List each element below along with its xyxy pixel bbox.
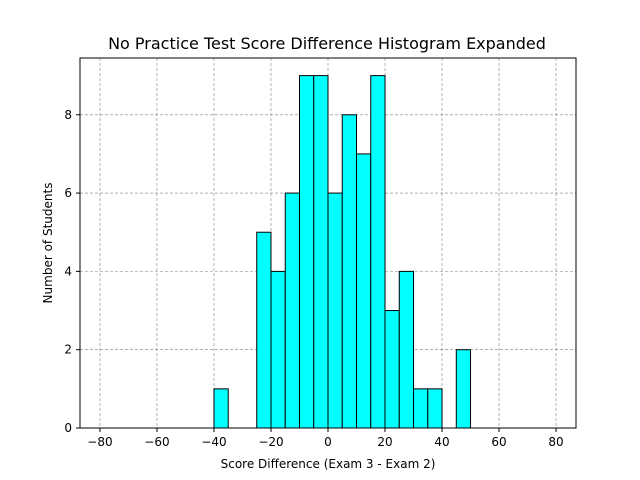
x-tick-label: 40: [434, 435, 449, 449]
histogram-bar: [455, 349, 472, 429]
x-tick-label: 20: [377, 435, 392, 449]
x-axis-label: Score Difference (Exam 3 - Exam 2): [221, 457, 436, 471]
histogram-bar: [213, 388, 229, 429]
x-tick-label: −40: [201, 435, 226, 449]
histogram-bar: [398, 270, 415, 429]
x-tick-label: −60: [144, 435, 169, 449]
x-tick-label: −20: [258, 435, 283, 449]
histogram-bar: [356, 153, 372, 429]
y-tick-label: 4: [64, 264, 72, 278]
x-tick-label: 80: [548, 435, 563, 449]
x-ticks: −80 −60 −40 −20 0 20 40 60 80: [87, 428, 564, 449]
x-tick-label: −80: [87, 435, 112, 449]
histogram-bar: [284, 192, 300, 429]
histogram-bar: [313, 75, 329, 429]
histogram-bar: [413, 388, 429, 429]
y-tick-label: 8: [64, 108, 72, 122]
y-tick-label: 0: [64, 421, 72, 435]
histogram-bar: [341, 114, 358, 429]
y-tick-label: 6: [64, 186, 72, 200]
histogram-bar: [327, 192, 343, 429]
histogram-bar: [270, 270, 286, 429]
y-axis-label: Number of Students: [41, 183, 55, 304]
y-ticks: 0 2 4 6 8: [64, 108, 80, 435]
bars-group: [213, 75, 472, 429]
histogram-bar: [370, 75, 386, 429]
histogram-bar: [384, 310, 400, 429]
x-tick-label: 60: [491, 435, 506, 449]
histogram-bar: [427, 388, 443, 429]
histogram-bar: [298, 75, 315, 429]
histogram-bar: [256, 231, 272, 429]
x-tick-label: 0: [324, 435, 332, 449]
y-tick-label: 2: [64, 343, 72, 357]
chart-title: No Practice Test Score Difference Histog…: [108, 34, 546, 53]
